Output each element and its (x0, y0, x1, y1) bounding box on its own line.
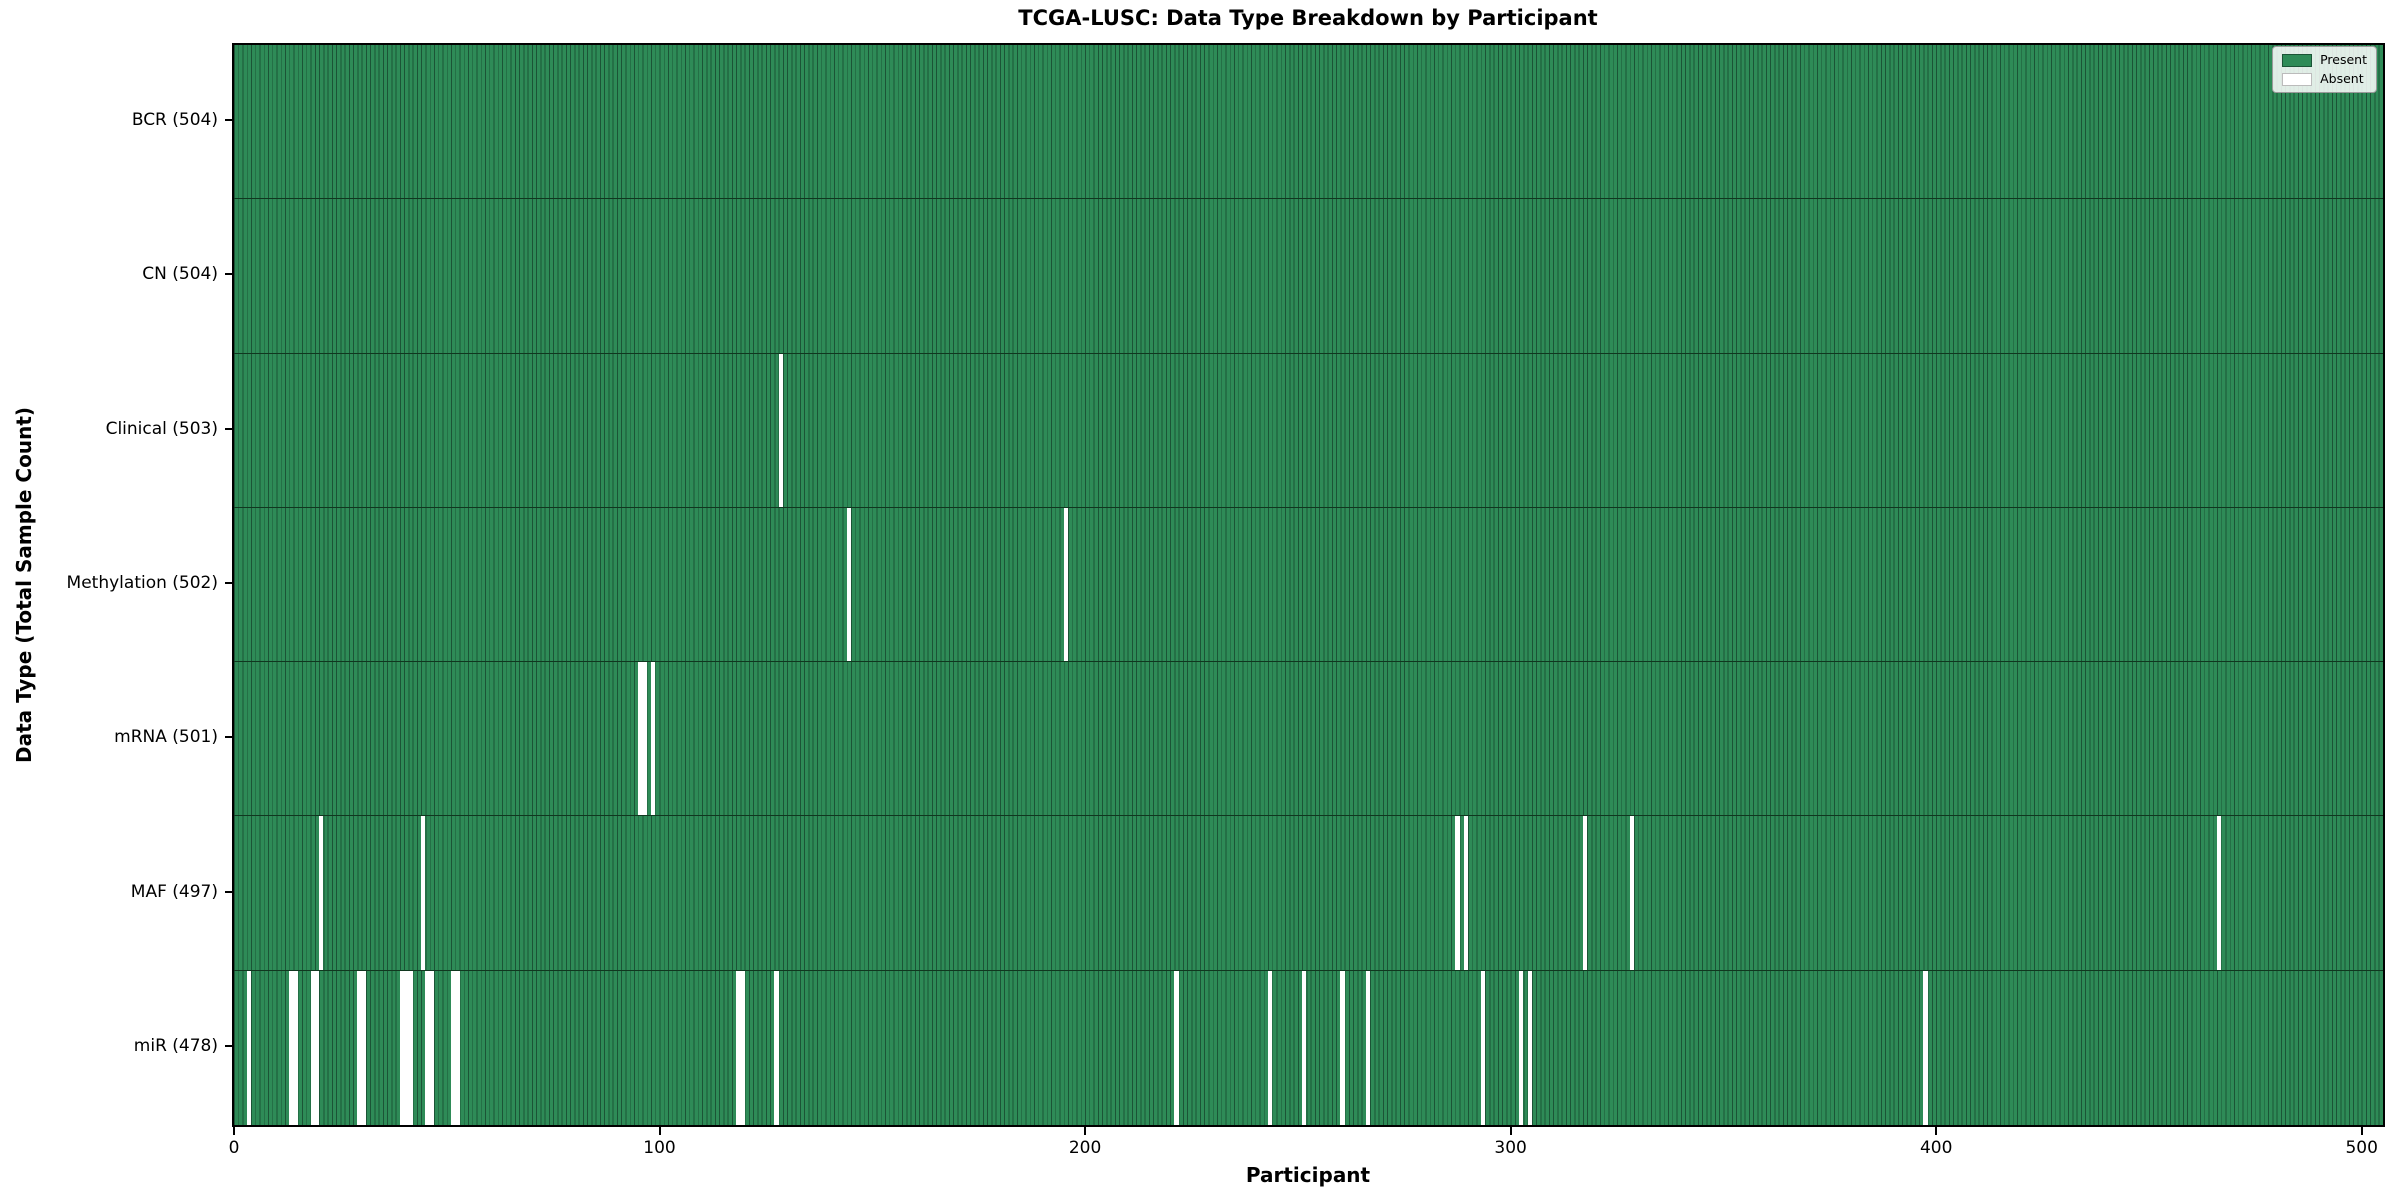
row-band-mir (234, 970, 2383, 1125)
plot-area (232, 43, 2385, 1127)
y-tick-label: Methylation (502) (66, 573, 218, 593)
absent-gap (1463, 816, 1469, 970)
absent-gap (1629, 816, 1635, 970)
x-tick-label: 100 (643, 1138, 676, 1158)
legend: Present Absent (2272, 46, 2377, 93)
x-tick-label: 500 (2345, 1138, 2378, 1158)
x-tick-mark (233, 1127, 235, 1135)
absent-gap (1365, 970, 1371, 1125)
x-tick-mark (658, 1127, 661, 1135)
y-tick-mark (225, 119, 232, 122)
absent-gap (1340, 970, 1345, 1125)
absent-gap (846, 507, 852, 662)
absent-gap (774, 970, 779, 1125)
x-tick-mark (1509, 1127, 1512, 1135)
absent-gap (651, 662, 656, 816)
y-tick-mark (225, 273, 232, 276)
y-tick-label: Clinical (503) (105, 418, 218, 439)
legend-label-present: Present (2320, 52, 2367, 67)
absent-gap (357, 970, 366, 1125)
y-tick-mark (225, 736, 232, 739)
x-axis-label: Participant (1245, 1163, 1371, 1187)
y-tick-mark (225, 890, 232, 893)
absent-gap (1923, 970, 1928, 1125)
absent-gap (778, 353, 783, 507)
absent-gap (451, 970, 460, 1125)
absent-gap (1174, 970, 1179, 1125)
absent-gap (1455, 816, 1460, 970)
absent-gap (319, 816, 324, 970)
absent-gap (289, 970, 298, 1125)
row-band-clinical (234, 353, 2383, 508)
x-tick-mark (1084, 1127, 1087, 1135)
absent-gap (1268, 970, 1273, 1125)
absent-swatch-icon (2282, 72, 2313, 86)
presence-matrix (234, 45, 2383, 1125)
absent-gap (2217, 816, 2222, 970)
x-tick-label: 400 (1919, 1138, 1953, 1158)
row-band-maf (234, 816, 2383, 971)
absent-gap (246, 970, 252, 1125)
y-tick-label: mRNA (501) (114, 727, 218, 748)
y-tick-label: miR (478) (133, 1035, 218, 1056)
absent-gap (310, 970, 320, 1125)
chart-title: TCGA-LUSC: Data Type Breakdown by Partic… (1018, 6, 1598, 30)
absent-gap (1582, 816, 1588, 970)
y-tick-mark (225, 582, 232, 584)
absent-gap (1527, 970, 1532, 1125)
absent-gap (399, 970, 413, 1125)
present-swatch-icon (2282, 53, 2313, 67)
y-tick-label: MAF (497) (130, 881, 218, 902)
x-tick-mark (2360, 1127, 2363, 1135)
y-tick-mark (225, 427, 232, 430)
absent-gap (1480, 970, 1486, 1125)
x-tick-label: 0 (228, 1138, 240, 1158)
absent-gap (425, 970, 434, 1125)
absent-gap (421, 816, 426, 970)
y-tick-mark (225, 1044, 232, 1047)
legend-entry-absent: Absent (2282, 72, 2367, 86)
row-band-bcr (234, 45, 2383, 200)
legend-entry-present: Present (2282, 53, 2367, 67)
y-tick-label: BCR (504) (131, 110, 218, 131)
absent-gap (638, 662, 647, 816)
y-tick-label: CN (504) (142, 264, 218, 285)
x-tick-label: 200 (1068, 1138, 1102, 1158)
absent-gap (1063, 507, 1069, 662)
absent-gap (1519, 970, 1524, 1125)
legend-label-absent: Absent (2320, 71, 2364, 86)
row-band-cn (234, 199, 2383, 354)
absent-gap (736, 970, 745, 1125)
x-tick-label: 300 (1494, 1138, 1527, 1158)
row-band-mrna (234, 662, 2383, 817)
row-band-methylation (234, 507, 2383, 663)
x-tick-mark (1935, 1127, 1938, 1135)
absent-gap (1302, 970, 1307, 1125)
